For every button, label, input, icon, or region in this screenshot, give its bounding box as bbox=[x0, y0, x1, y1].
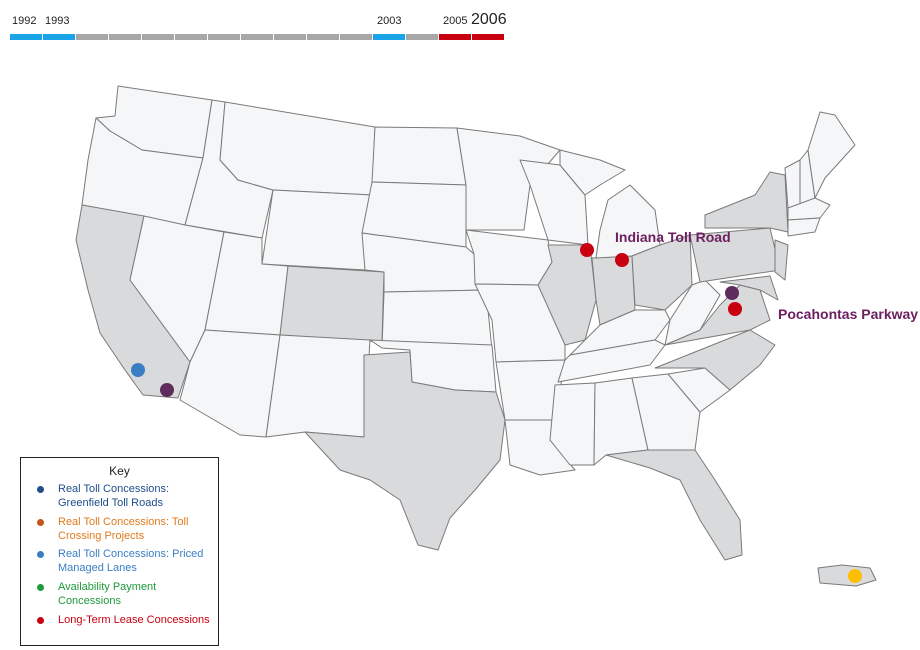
state-md-de[interactable] bbox=[719, 275, 779, 301]
state-wy[interactable] bbox=[261, 189, 373, 271]
legend-label: Real Toll Concessions: Priced Managed La… bbox=[58, 548, 204, 574]
state-ma[interactable] bbox=[787, 197, 831, 221]
legend-dot bbox=[37, 486, 44, 493]
marker-so-cal-purple[interactable] bbox=[160, 383, 174, 397]
legend-dot bbox=[37, 551, 44, 558]
state-nj[interactable] bbox=[774, 239, 789, 281]
state-wv[interactable] bbox=[664, 279, 721, 346]
timeline-segment-past-event[interactable] bbox=[43, 34, 75, 40]
label-indiana-toll-road[interactable]: Indiana Toll Road bbox=[615, 229, 731, 245]
state-pr[interactable] bbox=[817, 564, 877, 587]
marker-puerto-rico[interactable] bbox=[848, 569, 862, 583]
legend-label: Long-Term Lease Concessions bbox=[58, 614, 210, 626]
marker-indiana[interactable] bbox=[615, 253, 629, 267]
state-mt[interactable] bbox=[219, 101, 376, 196]
timeline-segment-no-event[interactable] bbox=[406, 34, 438, 40]
timeline-segment-no-event[interactable] bbox=[142, 34, 174, 40]
timeline-year-1992[interactable]: 1992 bbox=[12, 15, 37, 27]
legend-dot bbox=[37, 584, 44, 591]
state-nd[interactable] bbox=[371, 126, 467, 186]
legend-dot bbox=[37, 617, 44, 624]
state-ct-ri[interactable] bbox=[787, 217, 821, 237]
state-mi-upper[interactable] bbox=[559, 149, 626, 196]
legend-label: Real Toll Concessions: Toll Crossing Pro… bbox=[58, 516, 189, 542]
timeline-year-1993[interactable]: 1993 bbox=[45, 15, 70, 27]
legend-label: Real Toll Concessions: Greenfield Toll R… bbox=[58, 483, 170, 509]
state-vt[interactable] bbox=[784, 159, 801, 209]
state-tx[interactable] bbox=[304, 351, 506, 551]
state-me[interactable] bbox=[807, 111, 856, 199]
timeline: 1992 1993 2003 2005 2006 bbox=[0, 0, 520, 45]
state-ga[interactable] bbox=[631, 373, 701, 451]
state-ia[interactable] bbox=[465, 229, 553, 286]
state-ms[interactable] bbox=[549, 382, 596, 466]
legend-label: Availability Payment Concessions bbox=[58, 581, 157, 607]
marker-so-cal-blue[interactable] bbox=[131, 363, 145, 377]
label-pocahontas-parkway[interactable]: Pocahontas Parkway bbox=[778, 306, 919, 322]
state-ny[interactable] bbox=[704, 171, 789, 233]
marker-virginia-purple[interactable] bbox=[725, 286, 739, 300]
state-mn[interactable] bbox=[456, 127, 561, 231]
state-mi-lower[interactable] bbox=[595, 184, 661, 259]
legend-dot bbox=[37, 519, 44, 526]
state-fl[interactable] bbox=[605, 449, 743, 561]
timeline-segment-past-event[interactable] bbox=[373, 34, 405, 40]
timeline-segment-current-event[interactable] bbox=[439, 34, 471, 40]
timeline-segment-no-event[interactable] bbox=[307, 34, 339, 40]
timeline-year-2006[interactable]: 2006 bbox=[471, 11, 507, 28]
timeline-segment-no-event[interactable] bbox=[241, 34, 273, 40]
timeline-segment-no-event[interactable] bbox=[76, 34, 108, 40]
state-nm[interactable] bbox=[265, 334, 371, 438]
legend-title: Key bbox=[109, 464, 130, 478]
timeline-segment-no-event[interactable] bbox=[274, 34, 306, 40]
timeline-year-2003[interactable]: 2003 bbox=[377, 15, 402, 27]
state-co[interactable] bbox=[279, 265, 385, 343]
marker-chicago[interactable] bbox=[580, 243, 594, 257]
timeline-segment-past-event[interactable] bbox=[10, 34, 42, 40]
timeline-segment-no-event[interactable] bbox=[208, 34, 240, 40]
timeline-segment-current-event[interactable] bbox=[472, 34, 504, 40]
timeline-segment-no-event[interactable] bbox=[175, 34, 207, 40]
timeline-segment-no-event[interactable] bbox=[340, 34, 372, 40]
legend: Key Real Toll Concessions: Greenfield To… bbox=[20, 457, 219, 646]
marker-virginia-red[interactable] bbox=[728, 302, 742, 316]
timeline-segment-no-event[interactable] bbox=[109, 34, 141, 40]
timeline-year-2005[interactable]: 2005 bbox=[443, 15, 468, 27]
